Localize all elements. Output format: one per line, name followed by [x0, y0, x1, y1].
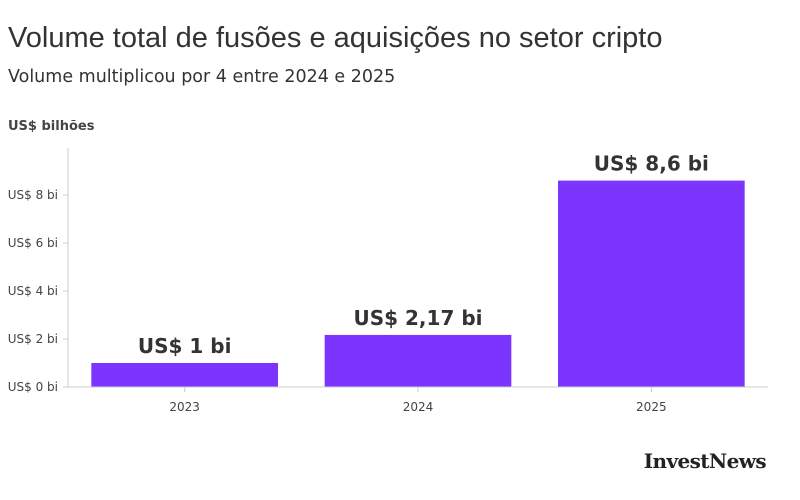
- data-labels: US$ 1 bi US$ 2,17 bi US$ 8,6 bi: [138, 152, 709, 358]
- data-label-2025: US$ 8,6 bi: [594, 152, 709, 176]
- y-tick-label: US$ 4 bi: [8, 284, 58, 298]
- investnews-logo: InvestNews: [643, 449, 767, 473]
- y-axis: US$ 0 bi US$ 2 bi US$ 4 bi US$ 6 bi US$ 8 bi: [8, 148, 69, 394]
- bars: [91, 180, 745, 387]
- chart-subtitle: Volume multiplicou por 4 entre 2024 e 20…: [8, 67, 396, 87]
- y-axis-unit-label: US$ bilhões: [8, 119, 95, 134]
- chart-title: Volume total de fusões e aquisições no s…: [8, 22, 663, 54]
- bar-2024: [324, 334, 512, 387]
- x-tick-label-2023: 2023: [169, 400, 200, 414]
- bar-2023: [91, 363, 278, 387]
- x-axis: 2023 2024 2025: [68, 386, 768, 414]
- data-label-2024: US$ 2,17 bi: [353, 306, 482, 330]
- y-tick-label: US$ 0 bi: [8, 380, 58, 394]
- y-tick-label: US$ 6 bi: [8, 236, 58, 250]
- y-tick-label: US$ 8 bi: [8, 188, 58, 202]
- bar-2025: [558, 180, 745, 387]
- y-tick-label: US$ 2 bi: [8, 332, 58, 346]
- x-tick-label-2024: 2024: [403, 400, 434, 414]
- data-label-2023: US$ 1 bi: [138, 334, 232, 358]
- x-tick-label-2025: 2025: [636, 400, 667, 414]
